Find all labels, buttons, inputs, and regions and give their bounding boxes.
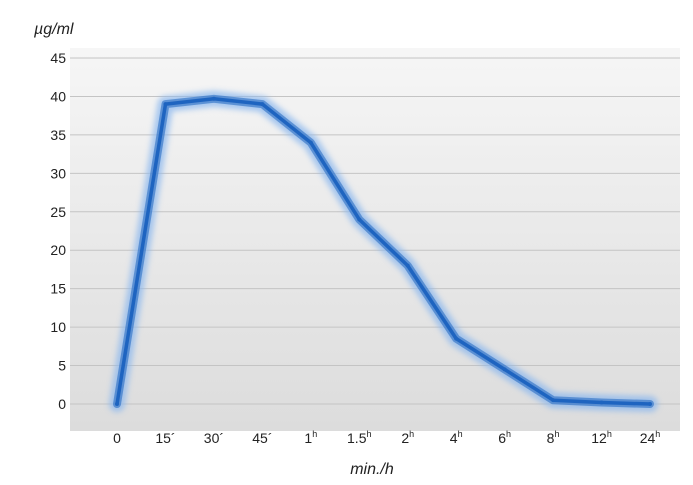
- x-tick-label: 0: [113, 430, 121, 446]
- series-concentration: [109, 90, 658, 412]
- y-tick-label: 15: [50, 281, 66, 297]
- y-tick-label: 45: [50, 50, 66, 66]
- x-tick-label: 15´: [155, 430, 175, 446]
- data-point: [163, 102, 168, 107]
- x-axis-title: min./h: [350, 461, 394, 478]
- y-tick-label: 20: [50, 242, 66, 258]
- y-tick-label: 30: [50, 165, 66, 181]
- y-axis-ticks: 0 5 10 15 20 25 30 35 40 45: [50, 50, 66, 412]
- y-tick-label: 40: [50, 88, 66, 104]
- x-tick-label: 30´: [204, 430, 224, 446]
- data-point: [357, 217, 362, 222]
- data-point: [308, 140, 313, 145]
- x-tick-label: 1h: [304, 429, 317, 446]
- y-tick-label: 0: [58, 396, 66, 412]
- y-tick-label: 35: [50, 127, 66, 143]
- x-tick-label: 24h: [640, 429, 661, 446]
- x-tick-label: 12h: [591, 429, 612, 446]
- y-axis-title: µg/ml: [33, 21, 74, 38]
- x-tick-label: 2h: [401, 429, 414, 446]
- x-axis-ticks: 0 15´ 30´ 45´ 1h 1.5h 2h 4h 6h 8h 12h 24h: [113, 429, 660, 446]
- y-tick-label: 25: [50, 204, 66, 220]
- data-point: [648, 402, 652, 406]
- x-tick-label: 8h: [547, 429, 560, 446]
- data-point: [502, 367, 507, 372]
- y-tick-label: 5: [58, 358, 66, 374]
- data-point: [599, 400, 604, 405]
- data-point: [115, 402, 119, 406]
- x-tick-label: 4h: [450, 429, 463, 446]
- x-tick-label: 45´: [252, 430, 272, 446]
- data-point: [454, 336, 459, 341]
- series-line: [115, 97, 652, 406]
- data-point: [551, 398, 556, 403]
- x-tick-label: 1.5h: [347, 429, 371, 446]
- data-point: [211, 96, 216, 101]
- data-point: [260, 102, 265, 107]
- y-tick-label: 10: [50, 319, 66, 335]
- data-point: [405, 263, 410, 268]
- x-tick-label: 6h: [498, 429, 511, 446]
